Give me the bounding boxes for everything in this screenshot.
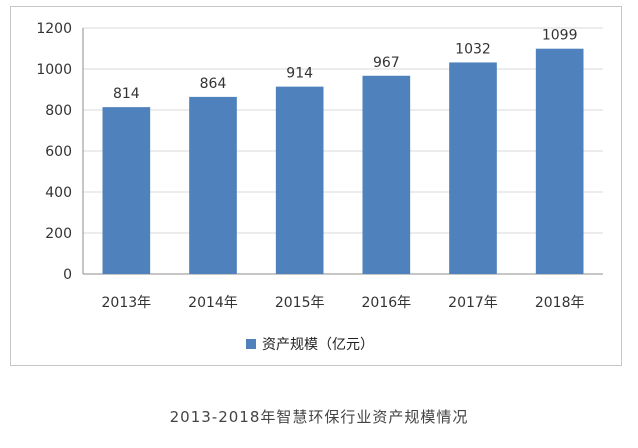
x-axis: 2013年 2014年 2015年 2016年 2017年 2018年 xyxy=(102,295,585,311)
x-tick-label: 2016年 xyxy=(362,295,412,311)
data-label: 814 xyxy=(113,86,140,102)
y-tick-label: 1000 xyxy=(36,62,72,78)
bar xyxy=(102,107,151,274)
data-label: 967 xyxy=(373,55,400,71)
y-tick-label: 0 xyxy=(63,267,72,283)
x-tick-label: 2017年 xyxy=(448,295,498,311)
gridlines xyxy=(83,27,603,275)
data-label: 864 xyxy=(200,76,227,92)
y-tick-label: 400 xyxy=(45,185,72,201)
x-tick-label: 2015年 xyxy=(275,295,325,311)
legend-label: 资产规模（亿元） xyxy=(262,337,374,353)
legend: 资产规模（亿元） xyxy=(246,337,374,353)
figure-caption: 2013-2018年智慧环保行业资产规模情况 xyxy=(169,408,469,426)
y-tick-label: 1200 xyxy=(36,21,72,37)
bar xyxy=(189,96,237,274)
bars: 814 864 914 967 1032 1099 xyxy=(102,28,584,274)
bar-chart: 0 200 400 600 800 1000 1200 814 864 914 967 1032 10… xyxy=(36,21,603,353)
y-tick-label: 800 xyxy=(45,103,72,119)
bar xyxy=(362,75,411,274)
x-tick-label: 2018年 xyxy=(535,295,585,311)
bar xyxy=(535,48,584,274)
legend-swatch xyxy=(246,339,256,349)
data-label: 914 xyxy=(286,66,313,82)
x-tick-label: 2013年 xyxy=(102,295,152,311)
data-label: 1099 xyxy=(542,28,578,44)
y-axis: 0 200 400 600 800 1000 1200 xyxy=(36,21,84,283)
y-tick-label: 600 xyxy=(45,144,72,160)
bar xyxy=(449,62,497,274)
x-tick-label: 2014年 xyxy=(188,295,238,311)
bar xyxy=(275,86,324,274)
data-label: 1032 xyxy=(455,41,491,57)
y-tick-label: 200 xyxy=(45,226,72,242)
